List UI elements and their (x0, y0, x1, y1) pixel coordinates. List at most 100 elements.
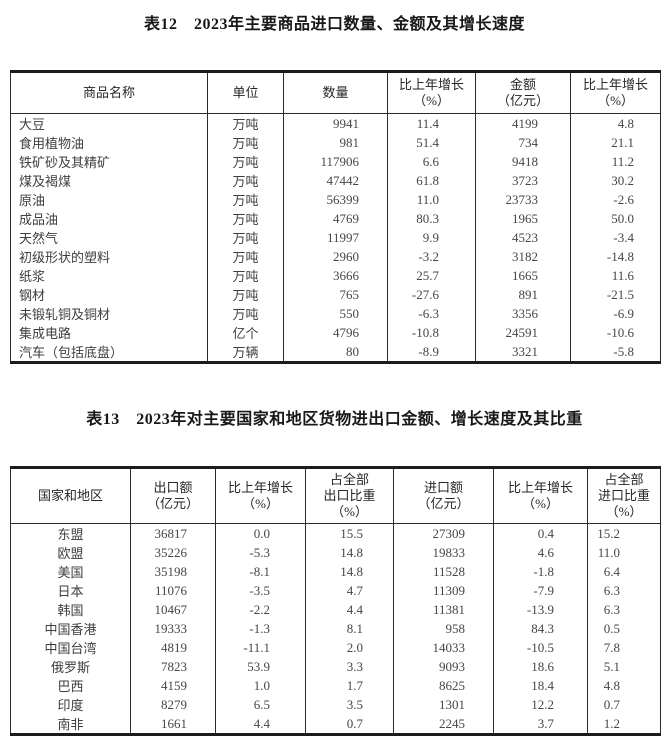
table-cell: 8.1 (305, 619, 394, 638)
table-cell: 汽车（包括底盘） (10, 342, 208, 363)
table-cell: 0.7 (305, 714, 394, 735)
table-cell: 51.4 (387, 133, 476, 152)
table-cell: 56399 (283, 190, 388, 209)
table-cell: 万吨 (207, 209, 284, 228)
table-cell: 万吨 (207, 133, 284, 152)
table-cell: 21.1 (570, 133, 661, 152)
table-cell: 18.6 (493, 657, 588, 676)
table-cell: 30.2 (570, 171, 661, 190)
table-cell: 2960 (283, 247, 388, 266)
table-cell: -5.3 (215, 543, 306, 562)
table-row: 韩国 10467 -2.2 4.4 11381 -13.9 6.3 (10, 600, 661, 619)
table-cell: 9093 (393, 657, 494, 676)
table-cell: 万吨 (207, 171, 284, 190)
table-cell: 欧盟 (10, 543, 131, 562)
table-cell: 3.5 (305, 695, 394, 714)
table-cell: 集成电路 (10, 323, 208, 342)
table12-title: 表12 2023年主要商品进口数量、金额及其增长速度 (143, 16, 525, 33)
table-cell: 4769 (283, 209, 388, 228)
table-cell: -1.8 (493, 562, 588, 581)
table-row: 中国台湾 4819 -11.1 2.0 14033 -10.5 7.8 (10, 638, 661, 657)
table-cell: 6.5 (215, 695, 306, 714)
table-cell: 14033 (393, 638, 494, 657)
table-cell: 万辆 (207, 342, 284, 363)
table-cell: 1665 (475, 266, 571, 285)
table-cell: 南非 (10, 714, 131, 735)
table-cell: 初级形状的塑料 (10, 247, 208, 266)
table-cell: 万吨 (207, 113, 284, 133)
column-header: 比上年增长 （%） (570, 71, 661, 114)
table-row: 美国 35198 -8.1 14.8 11528 -1.8 6.4 (10, 562, 661, 581)
table-cell: -8.1 (215, 562, 306, 581)
table-cell: 日本 (10, 581, 131, 600)
table-cell: -10.8 (387, 323, 476, 342)
table-cell: -3.2 (387, 247, 476, 266)
header-row: 国家和地区 出口额 （亿元） 比上年增长 （%） 占全部 出口比重 （%） 进口额 （亿元） 比上年… (10, 467, 661, 524)
table-cell: -27.6 (387, 285, 476, 304)
table-cell: 15.2 (587, 523, 661, 543)
table-cell: 3.3 (305, 657, 394, 676)
table13-trade-partners-table: 国家和地区 出口额 （亿元） 比上年增长 （%） 占全部 出口比重 （%） 进口额 （亿元） 比上年… (10, 466, 661, 736)
table-cell: 80 (283, 342, 388, 363)
table-cell: 4.7 (305, 581, 394, 600)
table-cell: 50.0 (570, 209, 661, 228)
table-cell: -21.5 (570, 285, 661, 304)
table-cell: 11528 (393, 562, 494, 581)
column-header: 比上年增长 （%） (215, 467, 306, 524)
table-cell: 1.7 (305, 676, 394, 695)
table-cell: 117906 (283, 152, 388, 171)
table-cell: 4.4 (215, 714, 306, 735)
table-cell: 2245 (393, 714, 494, 735)
table-cell: 美国 (10, 562, 131, 581)
table-row: 原油 万吨 56399 11.0 23733 -2.6 (10, 190, 661, 209)
table-cell: -2.6 (570, 190, 661, 209)
table-cell: 19333 (130, 619, 216, 638)
table-row: 东盟 36817 0.0 15.5 27309 0.4 15.2 (10, 523, 661, 543)
table-cell: 万吨 (207, 304, 284, 323)
table-cell: 11381 (393, 600, 494, 619)
table13-title: 表13 2023年对主要国家和地区货物进出口金额、增长速度及其比重 (86, 411, 583, 428)
table-cell: 11997 (283, 228, 388, 247)
table-cell: 25.7 (387, 266, 476, 285)
table-cell: 9941 (283, 113, 388, 133)
table-cell: 煤及褐煤 (10, 171, 208, 190)
table-cell: 东盟 (10, 523, 131, 543)
table-row: 中国香港 19333 -1.3 8.1 958 84.3 0.5 (10, 619, 661, 638)
table-cell: -13.9 (493, 600, 588, 619)
table-cell: 734 (475, 133, 571, 152)
table-cell: 2.0 (305, 638, 394, 657)
table-cell: 万吨 (207, 285, 284, 304)
table-cell: 27309 (393, 523, 494, 543)
table-cell: -8.9 (387, 342, 476, 363)
table-cell: 万吨 (207, 247, 284, 266)
table-cell: 11.4 (387, 113, 476, 133)
table-cell: 19833 (393, 543, 494, 562)
table-cell: 53.9 (215, 657, 306, 676)
column-header: 进口额 （亿元） (393, 467, 494, 524)
table-row: 汽车（包括底盘） 万辆 80 -8.9 3321 -5.8 (10, 342, 661, 363)
table-cell: 4523 (475, 228, 571, 247)
table-cell: 0.4 (493, 523, 588, 543)
table-cell: 3182 (475, 247, 571, 266)
table-cell: 9418 (475, 152, 571, 171)
table-cell: 84.3 (493, 619, 588, 638)
table-cell: 未锻轧铜及铜材 (10, 304, 208, 323)
table-cell: 1301 (393, 695, 494, 714)
table-cell: 10467 (130, 600, 216, 619)
table-cell: 11.0 (587, 543, 661, 562)
table-cell: 4796 (283, 323, 388, 342)
table-row: 初级形状的塑料 万吨 2960 -3.2 3182 -14.8 (10, 247, 661, 266)
table-cell: 亿个 (207, 323, 284, 342)
table-cell: 8625 (393, 676, 494, 695)
table-cell: 5.1 (587, 657, 661, 676)
table12-imports-table: 商品名称 单位 数量 比上年增长 （%） 金额 （亿元） 比上年增长 （%） 大豆 万吨 9941 11… (10, 70, 661, 364)
table-cell: 0.5 (587, 619, 661, 638)
table-cell: -7.9 (493, 581, 588, 600)
table-row: 印度 8279 6.5 3.5 1301 12.2 0.7 (10, 695, 661, 714)
table-cell: 铁矿砂及其精矿 (10, 152, 208, 171)
table-cell: 4.8 (570, 113, 661, 133)
table-cell: -5.8 (570, 342, 661, 363)
table-cell: 3356 (475, 304, 571, 323)
table-cell: -3.5 (215, 581, 306, 600)
table-cell: 4.6 (493, 543, 588, 562)
